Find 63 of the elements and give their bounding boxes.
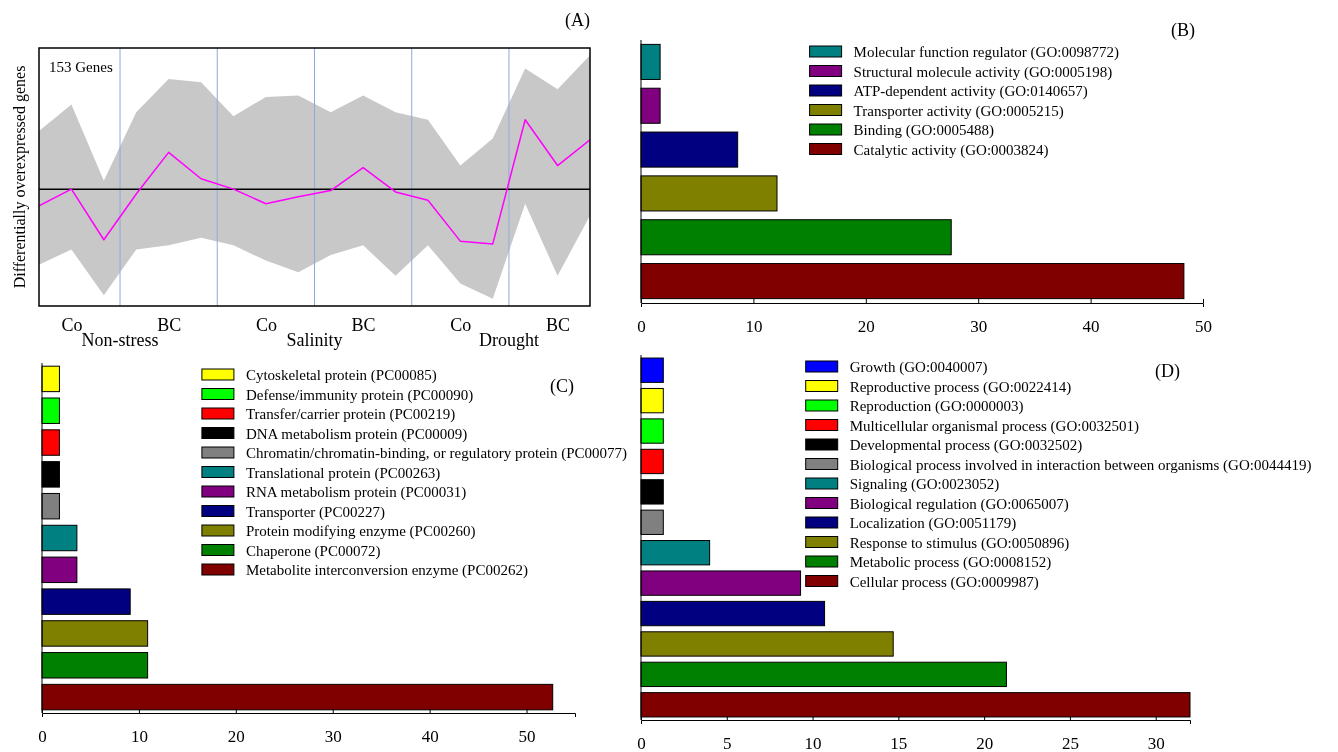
legend-label: Growth (GO:0040007) xyxy=(849,359,988,376)
legend-label: RNA metabolism protein (PC00031) xyxy=(245,484,467,501)
legend-label: Response to stimulus (GO:0050896) xyxy=(849,534,1070,552)
x-tick-label: 20 xyxy=(227,727,245,747)
x-tick-label: BC xyxy=(546,314,571,335)
x-tick-label: Co xyxy=(450,314,472,335)
legend-label: Catalytic activity (GO:0003824) xyxy=(853,141,1049,159)
x-tick-label: 0 xyxy=(637,317,646,337)
x-tick-label: 10 xyxy=(130,727,148,747)
x-tick-label: BC xyxy=(351,314,376,335)
chart-title: (D) xyxy=(1155,361,1180,382)
legend-label: Multicellular organismal process (GO:0032501) xyxy=(849,417,1139,435)
legend-label: Chromatin/chromatin-binding, or regulatory protein (PC00077) xyxy=(245,445,628,462)
x-tick-label: 0 xyxy=(637,734,646,752)
legend-label: ATP-dependent activity (GO:0140657) xyxy=(853,83,1088,100)
legend-label: Transporter (PC00227) xyxy=(245,503,385,521)
chart-title: (B) xyxy=(1171,20,1195,41)
legend-label: Structural molecule activity (GO:0005198) xyxy=(853,63,1113,81)
legend-label: Signaling (GO:0023052) xyxy=(849,476,1000,493)
x-tick-label: 25 xyxy=(1061,734,1079,752)
legend-label: Chaperone (PC00072) xyxy=(245,542,381,560)
x-tick-label: 50 xyxy=(518,727,536,747)
legend-label: Metabolite interconversion enzyme (PC00262) xyxy=(245,562,528,579)
legend-label: Cellular process (GO:0009987) xyxy=(849,573,1039,591)
legend-label: Metabolic process (GO:0008152) xyxy=(849,554,1052,571)
legend-label: Translational protein (PC00263) xyxy=(245,464,441,482)
legend-label: Reproduction (GO:0000003) xyxy=(849,398,1024,415)
x-tick-label: 30 xyxy=(1147,734,1165,752)
text: Drought xyxy=(478,330,539,350)
x-tick-label: 40 xyxy=(1082,317,1100,337)
y-axis-title: Differentially overexpressed genes xyxy=(11,65,29,289)
x-tick-label: 15 xyxy=(890,734,908,752)
x-tick-label: 50 xyxy=(1195,317,1212,337)
legend-label: Biological process involved in interaction between organisms (GO:0044419) xyxy=(849,456,1312,474)
text: Non-stress xyxy=(81,330,159,350)
text: 153 Genes xyxy=(49,59,113,75)
x-tick-label: 30 xyxy=(970,317,988,337)
x-tick-label: BC xyxy=(157,314,182,335)
legend-label: Reproductive process (GO:0022414) xyxy=(849,378,1072,396)
x-tick-label: 20 xyxy=(857,317,875,337)
legend-label: Cytoskeletal protein (PC00085) xyxy=(245,367,437,384)
x-tick-label: 20 xyxy=(976,734,994,752)
legend-label: Binding (GO:0005488) xyxy=(853,122,995,139)
x-tick-label: 40 xyxy=(421,727,439,747)
x-tick-label: 0 xyxy=(38,727,47,747)
chart-title: (A) xyxy=(565,10,590,31)
legend-label: Biological regulation (GO:0065007) xyxy=(849,495,1069,513)
legend-label: Protein modifying enzyme (PC00260) xyxy=(245,523,476,540)
x-tick-label: Co xyxy=(255,314,277,335)
x-tick-label: 5 xyxy=(723,734,732,752)
legend-label: Developmental process (GO:0032502) xyxy=(849,437,1083,454)
legend-label: Molecular function regulator (GO:0098772) xyxy=(853,44,1119,61)
x-tick-label: 10 xyxy=(745,317,763,337)
x-tick-label: Co xyxy=(61,314,83,335)
legend-label: Localization (GO:0051179) xyxy=(849,515,1017,532)
x-tick-label: 30 xyxy=(324,727,342,747)
text: Salinity xyxy=(286,330,343,350)
legend-label: Transfer/carrier protein (PC00219) xyxy=(245,406,456,423)
legend-label: Transporter activity (GO:0005215) xyxy=(853,102,1064,120)
x-tick-label: 10 xyxy=(804,734,822,752)
text: (C) xyxy=(550,376,574,397)
legend-label: DNA metabolism protein (PC00009) xyxy=(245,425,468,443)
legend-label: Defense/immunity protein (PC00090) xyxy=(245,386,474,404)
